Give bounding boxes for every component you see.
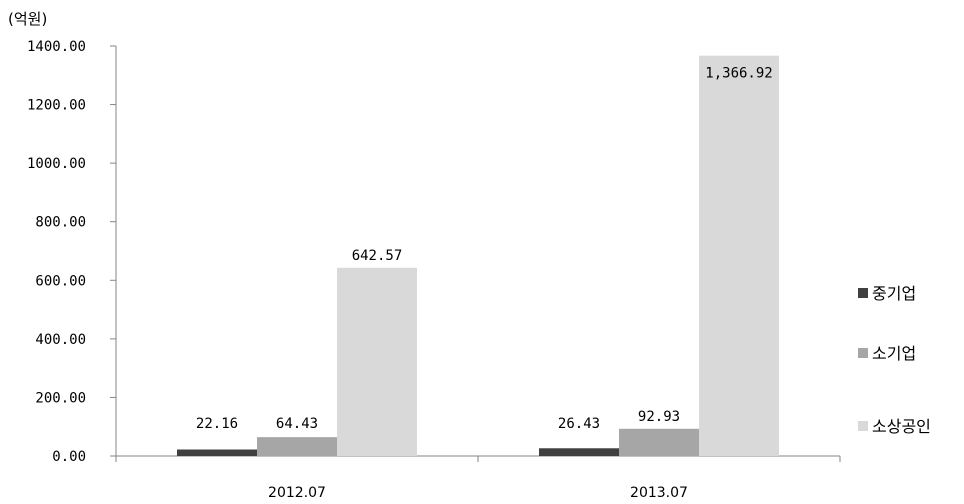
data-label: 22.16: [196, 416, 238, 432]
unit-label: (억원): [8, 10, 47, 28]
data-label: 92.93: [638, 409, 680, 425]
legend-swatch: [858, 288, 868, 298]
y-tick-label: 800.00: [35, 215, 86, 231]
y-tick-label: 600.00: [35, 273, 86, 289]
legend-swatch: [858, 348, 868, 358]
data-label: 1,366.92: [705, 66, 772, 82]
y-tick-label: 1200.00: [27, 98, 86, 114]
bar: [619, 428, 699, 456]
bar: [539, 448, 619, 456]
y-tick-label: 1000.00: [27, 156, 86, 172]
bars: [177, 55, 779, 456]
axes: 0.00 200.00 400.00 600.00 800.00 1000.00 1200.…: [27, 39, 841, 501]
bar: [177, 449, 257, 456]
data-label: 642.57: [352, 248, 403, 264]
legend-label: 중기업: [872, 284, 916, 303]
legend-label: 소상공인: [872, 417, 931, 436]
bar: [257, 437, 337, 456]
data-label: 26.43: [558, 416, 600, 432]
data-label: 64.43: [276, 416, 318, 432]
legend-swatch: [858, 421, 868, 431]
x-tick-label: 2013.07: [630, 485, 688, 501]
y-tick-label: 400.00: [35, 332, 86, 348]
y-tick-label: 1400.00: [27, 39, 86, 55]
bar: [337, 267, 417, 456]
legend-label: 소기업: [872, 344, 916, 363]
x-tick-label: 2012.07: [268, 485, 326, 501]
y-tick-label: 200.00: [35, 390, 86, 406]
data-labels: 22.16 64.43 642.57 26.43 92.93 1,366.92: [196, 66, 773, 432]
y-tick-label: 0.00: [52, 449, 86, 465]
bar: [699, 55, 779, 456]
